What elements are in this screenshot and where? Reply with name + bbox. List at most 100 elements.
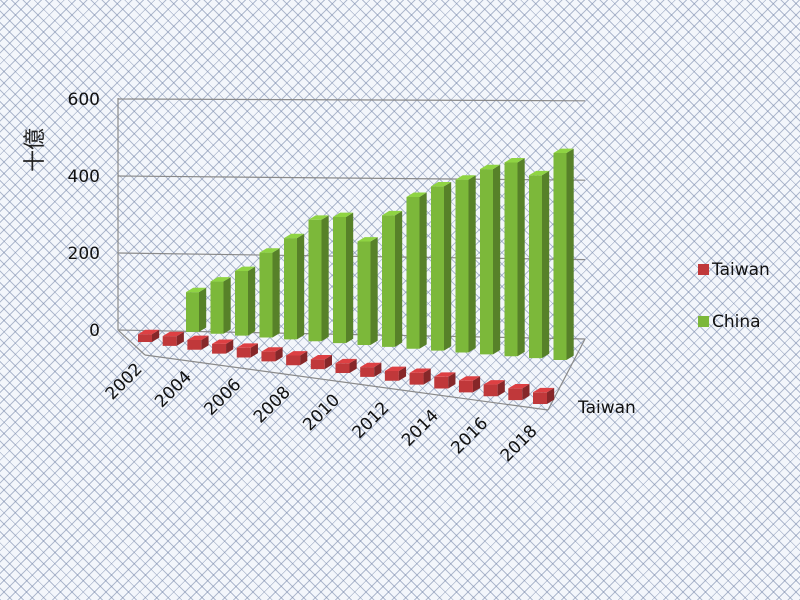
bar-china-2014-top [455,175,476,180]
bar-taiwan-2002 [138,329,160,342]
bar-taiwan-2010-top [335,358,357,364]
bar-taiwan-2005 [212,339,234,354]
bar-taiwan-2009-front [310,359,325,370]
chart-legend: Taiwan China [698,260,770,332]
legend-item: Taiwan [698,260,770,280]
bar-china-2015-side [493,164,501,355]
x-tick-label: 2002 [102,359,147,404]
bar-china-2004-top [210,277,231,282]
bar-taiwan-2018-top [533,387,555,393]
bar-china-2005 [235,266,256,336]
bar-china-2011-side [395,210,403,347]
bar-taiwan-2008-side [300,351,308,366]
bar-taiwan-2007-side [275,347,283,362]
bar-taiwan-2009-top [310,354,333,360]
bar-china-2008-top [308,215,329,220]
bar-china-2013 [431,181,452,351]
bar-taiwan-2018-side [547,387,555,404]
bar-china-2005-front [235,270,248,336]
bar-taiwan-2013-front [409,372,424,385]
bar-taiwan-2018-front [533,392,547,404]
bar-taiwan-2016-top [483,380,505,385]
bar-china-2006 [259,248,280,338]
bar-taiwan-2014-top [434,372,456,377]
bar-china-2010-top [357,237,378,242]
bar-china-2018-top [553,148,574,153]
bar-taiwan-2015-top [458,376,481,381]
x-tick-label: 2004 [151,367,196,412]
bar-taiwan-2016 [483,380,505,397]
bar-china-2003 [186,287,207,332]
bar-china-2008 [308,215,329,342]
bar-china-2017-side [542,170,550,359]
bar-china-2015 [480,164,501,355]
bar-taiwan-2009-side [324,354,333,370]
depth-axis-label: Taiwan [577,398,636,418]
bar-china-2009 [333,212,354,344]
bar-china-2016-top [504,158,525,163]
bar-taiwan-2002-top [138,329,160,335]
bar-taiwan-2007-top [261,347,283,352]
bar-taiwan-2012 [384,366,407,381]
x-tick-label: 2016 [447,414,492,459]
x-tick-label: 2018 [497,421,542,466]
bar-taiwan-2003-front [162,336,177,346]
bar-china-2008-side [321,215,329,342]
bar-china-2010-side [370,237,378,345]
bar-taiwan-2003-side [176,331,184,346]
bar-taiwan-2010-front [335,363,350,373]
bar-china-2012-top [406,192,427,197]
legend-item: China [698,312,761,332]
bar-china-2005-top [235,266,256,271]
bar-china-2006-side [272,248,280,338]
bar-taiwan-2006-front [236,347,251,358]
y-tick-label: 0 [89,321,100,341]
bar-taiwan-2008 [286,351,308,366]
x-tick-label: 2010 [299,390,344,435]
bar-taiwan-2003-top [162,331,184,337]
bar-china-2017 [529,170,550,359]
bar-taiwan-2007 [261,347,283,362]
bar-china-2004 [210,277,231,334]
bar-china-2010-front [357,241,371,345]
bar-taiwan-2013 [409,368,431,385]
bar-taiwan-2017 [508,384,530,401]
y-tick-label: 600 [68,90,100,110]
y-tick-label: 400 [68,167,100,187]
bar-china-2007-side [297,233,305,340]
bar-taiwan-2017-side [522,384,530,401]
bar-china-2018-side [566,148,574,360]
bar-china-2011 [382,210,403,347]
bar-china-2009-side [346,212,354,344]
bar-taiwan-2012-top [384,366,407,371]
bar-taiwan-2005-top [212,339,234,344]
bar-taiwan-2004-side [201,335,209,350]
bar-taiwan-2011-side [374,362,382,377]
bar-taiwan-2010 [335,358,357,373]
bar-china-2012-front [406,196,420,349]
bar-china-2013-top [431,181,452,187]
bar-taiwan-2006-side [250,343,258,358]
bar-china-2006-front [259,252,273,338]
gridline [117,98,586,102]
bar-china-2016 [504,158,525,357]
bar-taiwan-2004-front [187,340,202,350]
legend-swatch [698,264,709,275]
bar-china-2018 [553,148,574,360]
chart-bars [138,148,574,404]
bar-china-2008-front [308,219,322,342]
x-tick-label: 2014 [398,406,443,451]
bar-china-2005-side [248,266,256,336]
bar-china-2009-front [333,216,346,344]
bar-taiwan-2014-front [434,376,449,389]
bar-china-2011-front [382,215,395,347]
bar-taiwan-2002-front [138,334,152,342]
bar-china-2004-side [223,277,231,334]
bar-taiwan-2014 [434,372,456,389]
bar-china-2013-front [431,186,444,351]
bar-taiwan-2014-side [448,372,456,389]
bar-china-2003-side [199,287,207,332]
bar-china-2003-top [186,287,207,293]
bar-taiwan-2006-top [236,343,258,348]
